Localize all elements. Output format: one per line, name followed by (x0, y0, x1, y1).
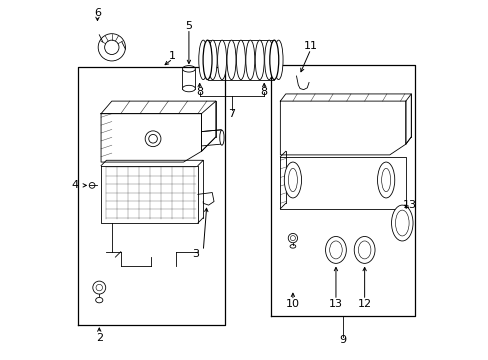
Text: 13: 13 (328, 299, 342, 309)
Ellipse shape (96, 297, 102, 303)
Ellipse shape (325, 237, 346, 264)
Text: 9: 9 (339, 334, 346, 345)
Circle shape (290, 235, 295, 240)
Ellipse shape (358, 241, 370, 259)
Ellipse shape (329, 241, 342, 259)
Ellipse shape (381, 168, 390, 192)
Text: 8: 8 (260, 87, 267, 97)
Ellipse shape (395, 210, 408, 236)
Circle shape (89, 183, 95, 188)
Ellipse shape (255, 40, 264, 80)
Text: 4: 4 (72, 180, 79, 190)
Text: 6: 6 (94, 8, 101, 18)
Text: 5: 5 (185, 21, 192, 31)
Text: 10: 10 (285, 299, 299, 309)
Ellipse shape (198, 40, 207, 80)
Ellipse shape (274, 40, 283, 80)
Text: 13: 13 (402, 200, 416, 210)
Ellipse shape (269, 40, 278, 80)
Ellipse shape (182, 66, 195, 72)
Ellipse shape (264, 40, 273, 80)
Ellipse shape (236, 40, 245, 80)
Ellipse shape (289, 244, 295, 248)
Ellipse shape (377, 162, 394, 198)
Ellipse shape (182, 85, 195, 92)
Ellipse shape (203, 40, 212, 80)
Ellipse shape (208, 40, 217, 80)
Circle shape (145, 131, 161, 147)
Circle shape (148, 134, 157, 143)
Bar (182, 69, 195, 89)
Circle shape (93, 281, 105, 294)
Ellipse shape (353, 237, 374, 264)
Circle shape (287, 233, 297, 243)
Text: 12: 12 (357, 299, 371, 309)
Ellipse shape (284, 162, 301, 198)
Ellipse shape (217, 40, 226, 80)
Text: 7: 7 (228, 109, 235, 119)
Text: 11: 11 (303, 41, 317, 50)
Circle shape (98, 34, 125, 61)
Circle shape (96, 284, 102, 291)
Text: 8: 8 (196, 87, 203, 97)
Text: 1: 1 (169, 51, 176, 61)
Ellipse shape (288, 168, 297, 192)
Text: 3: 3 (192, 248, 199, 258)
Circle shape (104, 40, 119, 54)
Ellipse shape (245, 40, 254, 80)
Text: 2: 2 (96, 333, 102, 343)
Ellipse shape (226, 40, 236, 80)
Ellipse shape (219, 130, 224, 145)
Ellipse shape (391, 205, 412, 241)
